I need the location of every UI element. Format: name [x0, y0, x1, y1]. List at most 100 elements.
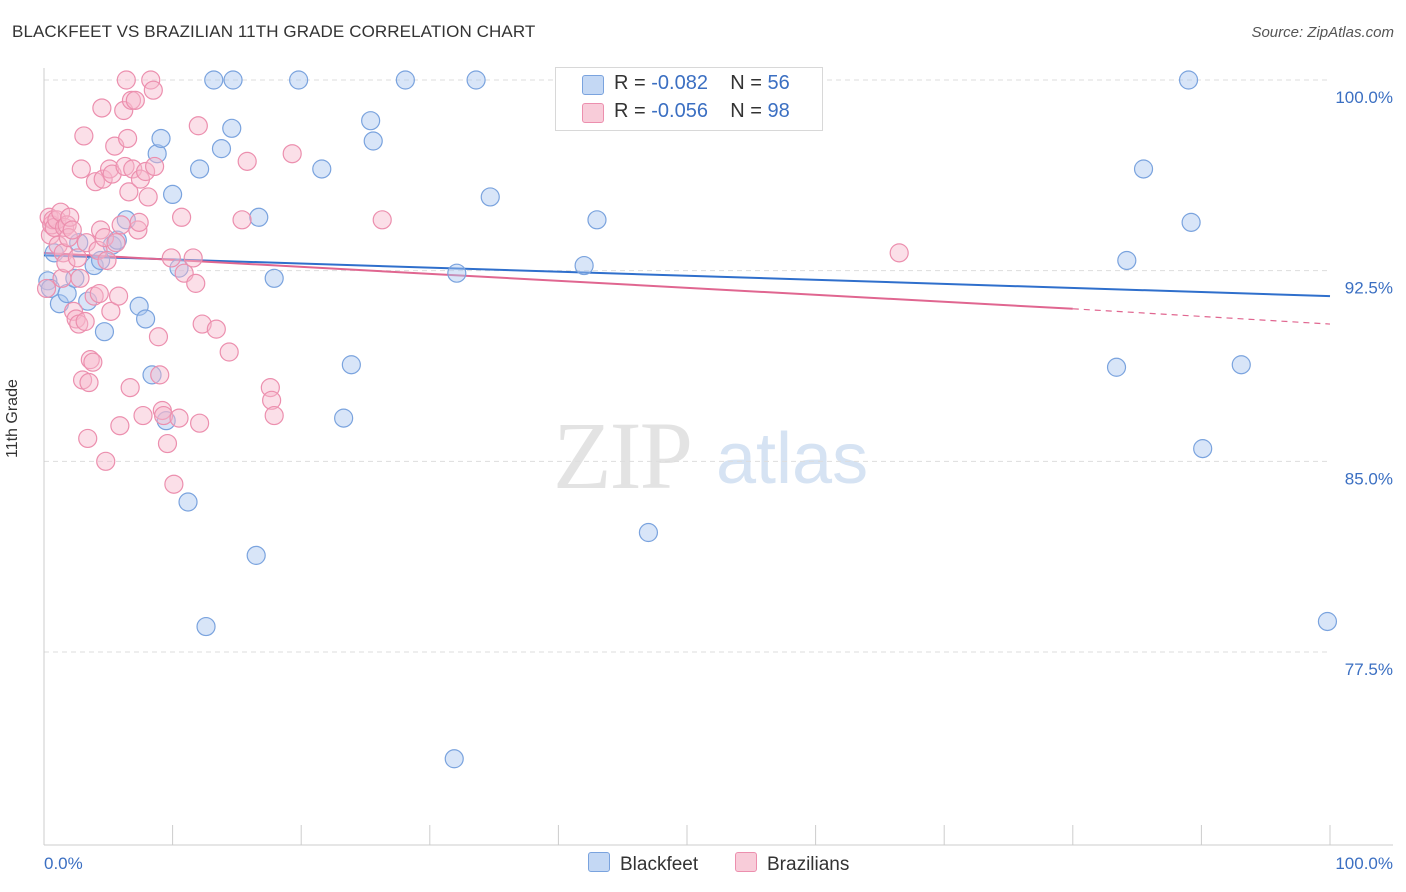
brazilians-point [282, 144, 302, 164]
brazilians-point [85, 172, 106, 192]
brazilians-point [94, 228, 115, 248]
blackfeet-point [222, 118, 242, 138]
blackfeet-point [480, 187, 500, 207]
brazilians-point [206, 319, 226, 339]
brazilians-trendline [43, 251, 1073, 310]
axes [43, 68, 1393, 846]
brazilians-point [161, 248, 181, 268]
source-label: Source: ZipAtlas.com [1251, 24, 1394, 41]
blackfeet-point [1181, 212, 1201, 232]
legend-swatch-blackfeet [582, 75, 604, 95]
tick-labels: 77.5% 85.0% 92.5% 100.0% 0.0% 100.0% [44, 88, 1393, 873]
blackfeet-point [395, 70, 415, 90]
blackfeet-point [1178, 70, 1199, 90]
y-tick-label: 77.5% [1345, 660, 1393, 679]
blackfeet-point [1231, 355, 1251, 375]
blackfeet-point [447, 263, 467, 283]
blackfeet-point [638, 522, 659, 543]
blackfeet-point [178, 492, 198, 512]
brazilians-point [128, 220, 148, 240]
x-tick-label-min: 0.0% [44, 854, 83, 873]
legend-n-value: 56 [767, 72, 790, 94]
blackfeet-point [246, 545, 266, 565]
blackfeet-point [57, 283, 77, 304]
brazilians-point [125, 90, 145, 110]
brazilians-point [56, 253, 76, 273]
bottom-swatch-blackfeet [588, 852, 610, 872]
brazilians-point [117, 128, 138, 149]
legend-n-label: N = [730, 100, 768, 122]
brazilians-point [99, 159, 120, 179]
legend-r-value: -0.056 [651, 100, 708, 122]
brazilians-point [120, 378, 140, 398]
blackfeet-point [196, 616, 216, 637]
blackfeet-point [334, 408, 354, 428]
brazilians-point [157, 433, 178, 454]
blackfeet-point [84, 255, 104, 276]
legend-swatch-brazilians [582, 103, 604, 123]
blackfeet-trendline [43, 254, 1331, 298]
bottom-legend-brazilians[interactable]: Brazilians [735, 852, 849, 876]
brazilians-point [116, 70, 136, 90]
brazilians-point [76, 233, 97, 253]
blackfeet-point [223, 70, 243, 90]
blackfeet-point [78, 291, 98, 311]
brazilians-point [192, 314, 212, 334]
blackfeet-point [163, 184, 183, 204]
brazilians-point [150, 365, 170, 385]
brazilians-point [83, 352, 103, 372]
legend-n-value: 98 [767, 100, 790, 122]
brazilians-point [135, 161, 156, 182]
brazilians-point [108, 286, 129, 306]
blackfeet-point [142, 365, 162, 385]
chart-title: BLACKFEET VS BRAZILIAN 11TH GRADE CORREL… [12, 22, 536, 41]
blackfeet-point [1317, 611, 1338, 632]
brazilians-point [372, 210, 392, 230]
bottom-legend-label: Blackfeet [620, 854, 699, 875]
blackfeet-point [574, 255, 594, 276]
brazilians-point [143, 80, 163, 100]
legend-r-label: R = [614, 100, 652, 122]
blackfeet-point [1133, 159, 1154, 179]
data-points [36, 70, 1338, 769]
brazilians-point [129, 212, 149, 232]
watermark-atlas: atlas [716, 419, 869, 499]
brazilians-point [89, 283, 109, 304]
blackfeet-point [151, 128, 171, 149]
legend-r-value: -0.082 [651, 72, 708, 94]
brazilians-point [79, 372, 99, 393]
brazilians-point [138, 187, 158, 207]
y-tick-label: 85.0% [1345, 469, 1393, 488]
brazilians-point [97, 250, 117, 271]
brazilians-point [80, 350, 100, 370]
brazilians-point [75, 311, 95, 332]
brazilians-point [183, 248, 203, 268]
brazilians-point [164, 474, 184, 494]
brazilians-point [144, 156, 165, 177]
watermark-zip: ZIP [553, 402, 693, 509]
trendlines [43, 251, 1331, 325]
brazilians-point [262, 390, 282, 410]
brazilians-point [111, 215, 131, 235]
blackfeet-point [211, 139, 232, 159]
bottom-legend-blackfeet[interactable]: Blackfeet [588, 852, 698, 876]
brazilians-point [889, 243, 909, 263]
brazilians-point [172, 207, 192, 227]
brazilians-point [36, 278, 57, 299]
brazilians-point [110, 416, 130, 436]
blackfeet-point [363, 131, 383, 151]
brazilians-point [264, 405, 284, 426]
legend-n-label: N = [730, 72, 768, 94]
legend-r-label: R = [614, 72, 652, 94]
brazilians-point [119, 182, 139, 202]
blackfeet-point [289, 70, 309, 90]
brazilians-point [84, 286, 104, 306]
bottom-legend-label: Brazilians [767, 854, 850, 875]
brazilians-point [70, 268, 90, 288]
y-tick-label: 92.5% [1345, 279, 1393, 298]
brazilians-point [71, 159, 91, 179]
blackfeet-point [341, 355, 361, 375]
brazilians-trendline-extension [1072, 308, 1331, 325]
blackfeet-point [1193, 439, 1213, 459]
